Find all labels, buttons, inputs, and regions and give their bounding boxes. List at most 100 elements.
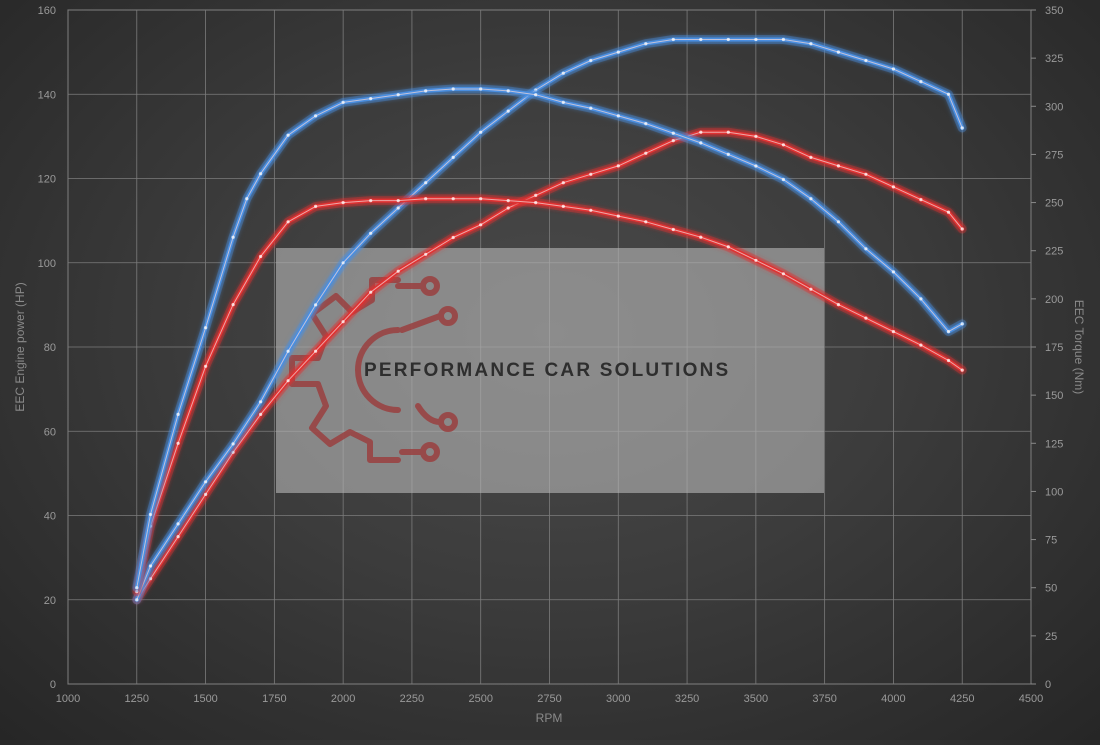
y-left-tick-label: 120 xyxy=(38,174,56,186)
data-point xyxy=(341,100,345,104)
x-tick-label: 3000 xyxy=(606,693,630,705)
y-right-tick-label: 225 xyxy=(1045,246,1063,258)
data-point xyxy=(396,199,400,203)
y-right-tick-label: 25 xyxy=(1045,631,1057,643)
y-right-tick-label: 275 xyxy=(1045,149,1063,161)
y-right-tick-label: 50 xyxy=(1045,583,1057,595)
data-point xyxy=(479,223,483,227)
data-point xyxy=(836,303,841,307)
data-point xyxy=(726,245,730,249)
data-point xyxy=(148,564,153,568)
data-point xyxy=(176,522,180,526)
data-point xyxy=(946,330,951,334)
data-point xyxy=(589,106,593,110)
data-point xyxy=(726,152,730,156)
data-point xyxy=(396,269,400,273)
data-point xyxy=(946,92,951,96)
data-point xyxy=(534,88,538,92)
data-point xyxy=(286,220,290,224)
data-point xyxy=(396,93,400,97)
data-point xyxy=(314,303,318,307)
data-point xyxy=(891,67,896,71)
y-right-tick-label: 200 xyxy=(1045,294,1063,306)
data-point xyxy=(231,442,235,446)
data-point xyxy=(314,114,318,118)
data-point xyxy=(135,586,139,590)
data-point xyxy=(369,199,373,203)
data-point xyxy=(960,368,964,372)
data-point xyxy=(781,272,786,276)
y-right-tick-label: 300 xyxy=(1045,101,1063,113)
y-left-tick-label: 160 xyxy=(38,5,56,17)
data-point xyxy=(589,172,593,176)
y-axis-left-title: EEC Engine power (HP) xyxy=(13,282,27,411)
data-point xyxy=(204,492,208,496)
data-point xyxy=(781,37,786,42)
data-point xyxy=(699,130,703,134)
x-tick-label: 1250 xyxy=(125,693,149,705)
watermark-text: PERFORMANCE CAR SOLUTIONS xyxy=(364,360,730,381)
data-point xyxy=(864,58,868,63)
y-left-tick-label: 40 xyxy=(44,511,56,523)
data-point xyxy=(589,208,593,212)
series-3 xyxy=(132,194,967,597)
series-highlight xyxy=(136,198,963,592)
x-tick-label: 1500 xyxy=(193,693,217,705)
data-point xyxy=(891,330,896,334)
data-point xyxy=(809,197,813,201)
data-point xyxy=(341,201,345,205)
data-point xyxy=(960,322,964,326)
data-point xyxy=(960,126,964,130)
data-point xyxy=(245,197,249,201)
data-point xyxy=(671,227,675,232)
data-point xyxy=(424,89,428,93)
y-left-tick-label: 0 xyxy=(50,679,56,691)
x-tick-label: 2250 xyxy=(400,693,424,705)
data-point xyxy=(479,87,483,91)
data-point xyxy=(148,577,153,581)
data-point xyxy=(644,220,648,224)
data-point xyxy=(135,590,139,594)
x-tick-label: 4000 xyxy=(881,693,905,705)
data-point xyxy=(534,201,538,205)
y-right-tick-label: 350 xyxy=(1045,5,1063,17)
x-tick-label: 4250 xyxy=(950,693,974,705)
series-highlight xyxy=(136,131,963,601)
data-point xyxy=(396,206,400,210)
data-point xyxy=(148,512,153,517)
data-point xyxy=(864,316,868,320)
y-left-tick-label: 20 xyxy=(44,595,56,607)
data-point xyxy=(176,441,180,445)
data-point xyxy=(451,235,455,240)
data-point xyxy=(451,87,455,91)
data-point xyxy=(919,198,923,202)
data-point xyxy=(754,37,758,42)
y-right-tick-label: 75 xyxy=(1045,535,1057,547)
y-right-tick-label: 150 xyxy=(1045,390,1063,402)
data-point xyxy=(176,535,180,539)
data-point xyxy=(616,214,620,218)
watermark: PERFORMANCE CAR SOLUTIONS xyxy=(276,248,824,493)
data-point xyxy=(754,258,758,262)
data-point xyxy=(259,254,263,259)
x-tick-label: 2500 xyxy=(468,693,492,705)
data-point xyxy=(809,287,813,291)
data-point xyxy=(809,42,813,46)
data-point xyxy=(231,235,235,239)
y-right-tick-label: 100 xyxy=(1045,486,1063,498)
x-tick-label: 2000 xyxy=(331,693,355,705)
data-point xyxy=(946,210,951,214)
data-point xyxy=(479,197,483,201)
data-point xyxy=(534,93,538,97)
data-point xyxy=(960,227,964,231)
data-point xyxy=(671,131,675,135)
y-axis-right-title: EEC Torque (Nm) xyxy=(1072,300,1086,394)
x-tick-label: 1750 xyxy=(262,693,286,705)
data-point xyxy=(424,197,428,201)
data-point xyxy=(561,71,565,75)
data-point xyxy=(836,50,841,54)
data-point xyxy=(204,364,208,368)
x-axis-title: RPM xyxy=(536,711,563,725)
data-point xyxy=(314,204,318,208)
